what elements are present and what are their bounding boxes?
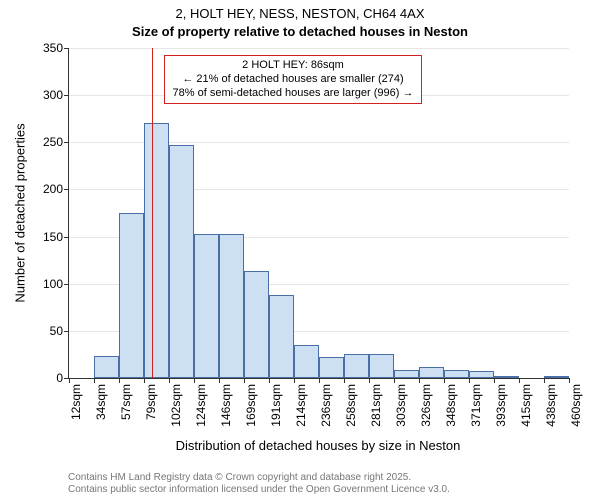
- ytick-label: 250: [43, 135, 69, 149]
- histogram-bar: [344, 354, 369, 378]
- xtick-label: 146sqm: [219, 384, 233, 427]
- histogram-bar: [294, 345, 319, 378]
- xtick-label: 79sqm: [144, 384, 158, 420]
- ytick-label: 350: [43, 41, 69, 55]
- xtick-mark: [94, 378, 95, 383]
- xtick-mark: [194, 378, 195, 383]
- xtick-label: 438sqm: [544, 384, 558, 427]
- xtick-mark: [119, 378, 120, 383]
- ytick-label: 50: [50, 324, 69, 338]
- xtick-mark: [319, 378, 320, 383]
- histogram-bar: [244, 271, 269, 378]
- xtick-mark: [344, 378, 345, 383]
- histogram-bar: [94, 356, 119, 378]
- xtick-label: 326sqm: [419, 384, 433, 427]
- page-title-address: 2, HOLT HEY, NESS, NESTON, CH64 4AX: [0, 6, 600, 21]
- ytick-label: 150: [43, 230, 69, 244]
- annotation-box: 2 HOLT HEY: 86sqm← 21% of detached house…: [164, 55, 422, 104]
- xtick-label: 214sqm: [294, 384, 308, 427]
- xtick-mark: [519, 378, 520, 383]
- xtick-mark: [244, 378, 245, 383]
- xtick-mark: [144, 378, 145, 383]
- ytick-label: 100: [43, 277, 69, 291]
- xtick-label: 124sqm: [194, 384, 208, 427]
- xtick-label: 415sqm: [519, 384, 533, 427]
- xtick-label: 34sqm: [94, 384, 108, 420]
- property-marker-line: [152, 48, 153, 378]
- attribution-line-2: Contains public sector information licen…: [68, 484, 450, 496]
- xtick-mark: [219, 378, 220, 383]
- xtick-label: 281sqm: [369, 384, 383, 427]
- xtick-label: 12sqm: [69, 384, 83, 420]
- xtick-label: 371sqm: [469, 384, 483, 427]
- xtick-mark: [494, 378, 495, 383]
- ytick-label: 300: [43, 88, 69, 102]
- y-axis-title: Number of detached properties: [13, 123, 28, 302]
- ytick-label: 0: [56, 371, 69, 385]
- x-axis-title: Distribution of detached houses by size …: [176, 438, 461, 453]
- gridline: [69, 48, 569, 49]
- xtick-label: 191sqm: [269, 384, 283, 427]
- histogram-bar: [444, 370, 469, 378]
- annotation-line: ← 21% of detached houses are smaller (27…: [171, 73, 415, 87]
- xtick-label: 348sqm: [444, 384, 458, 427]
- histogram-bar: [169, 145, 194, 378]
- xtick-label: 460sqm: [569, 384, 583, 427]
- xtick-label: 102sqm: [169, 384, 183, 427]
- histogram-bar: [369, 354, 394, 378]
- page-subtitle: Size of property relative to detached ho…: [0, 24, 600, 39]
- xtick-mark: [394, 378, 395, 383]
- histogram-bar: [394, 370, 419, 378]
- ytick-label: 200: [43, 182, 69, 196]
- chart-container: { "titles": { "line1": "2, HOLT HEY, NES…: [0, 0, 600, 500]
- histogram-bar: [219, 234, 244, 378]
- histogram-bar: [269, 295, 294, 378]
- xtick-mark: [269, 378, 270, 383]
- histogram-bar: [544, 376, 569, 378]
- attribution-line-1: Contains HM Land Registry data © Crown c…: [68, 472, 411, 484]
- xtick-mark: [69, 378, 70, 383]
- histogram-bar: [494, 376, 519, 378]
- xtick-mark: [544, 378, 545, 383]
- histogram-bar: [319, 357, 344, 378]
- histogram-bar: [469, 371, 494, 378]
- histogram-bar: [144, 123, 169, 378]
- xtick-label: 236sqm: [319, 384, 333, 427]
- annotation-line: 2 HOLT HEY: 86sqm: [171, 59, 415, 73]
- xtick-label: 57sqm: [119, 384, 133, 420]
- xtick-label: 169sqm: [244, 384, 258, 427]
- xtick-label: 393sqm: [494, 384, 508, 427]
- histogram-bar: [419, 367, 444, 378]
- histogram-bar: [119, 213, 144, 378]
- histogram-bar: [194, 234, 219, 378]
- xtick-label: 258sqm: [344, 384, 358, 427]
- plot-area: 05010015020025030035012sqm34sqm57sqm79sq…: [68, 48, 569, 379]
- xtick-mark: [419, 378, 420, 383]
- xtick-mark: [444, 378, 445, 383]
- xtick-mark: [169, 378, 170, 383]
- xtick-mark: [369, 378, 370, 383]
- annotation-line: 78% of semi-detached houses are larger (…: [171, 87, 415, 101]
- xtick-mark: [569, 378, 570, 383]
- xtick-label: 303sqm: [394, 384, 408, 427]
- xtick-mark: [469, 378, 470, 383]
- xtick-mark: [294, 378, 295, 383]
